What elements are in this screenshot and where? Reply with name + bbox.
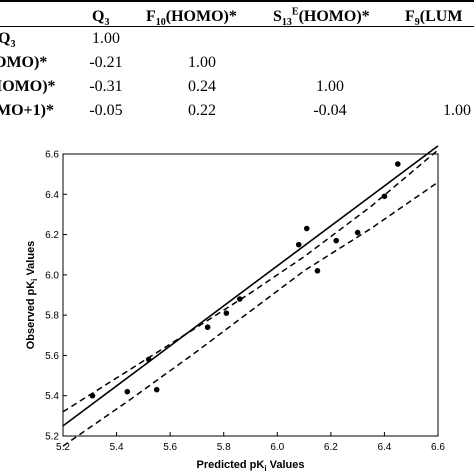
y-tick-label: 6.4	[45, 190, 59, 201]
row-label-f9-lumo1: MO+1)*	[0, 102, 54, 119]
scatter-chart-svg: 5.2 5.4 5.6 5.8 6.0 6.2 6.4 6.6 5.2 5.4 5.6 5.8 6.0 6…	[25, 145, 445, 473]
y-tick-label: 5.4	[45, 391, 59, 402]
y-axis-label: Observed pKi Values	[25, 241, 39, 350]
table-header-rule	[0, 26, 474, 27]
header-f10-homo: F10(HOMO)*	[146, 8, 237, 29]
data-point	[204, 324, 211, 331]
y-tick-label: 6.2	[45, 230, 59, 241]
table-cell: 0.24	[188, 78, 216, 95]
data-point	[145, 356, 152, 363]
fit-lines	[62, 145, 439, 447]
data-point	[303, 225, 310, 232]
data-point	[381, 193, 388, 200]
table-cell: -0.04	[313, 102, 347, 119]
data-point	[153, 386, 160, 393]
table-cell: 1.00	[188, 54, 216, 71]
correlation-table: Q3 F10(HOMO)* S13E(HOMO)* F9(LUM Q3 OMO)…	[0, 0, 474, 128]
table-cell: -0.21	[89, 54, 123, 71]
table-cell: -0.31	[89, 78, 123, 95]
row-label-q3: Q3	[0, 30, 16, 51]
header-s13e-homo: S13E(HOMO)*	[273, 6, 370, 29]
y-tick-label: 6.0	[45, 270, 59, 281]
y-tick-label: 5.6	[45, 351, 59, 362]
x-tick-label: 5.4	[110, 442, 124, 453]
x-tick-label: 5.6	[163, 442, 177, 453]
scatter-plot: 5.2 5.4 5.6 5.8 6.0 6.2 6.4 6.6 5.2 5.4 5.6 5.8 6.0 6…	[0, 140, 474, 474]
x-tick-label: 6.6	[431, 442, 445, 453]
x-tick-label: 6.4	[377, 442, 391, 453]
data-point	[223, 310, 230, 316]
data-point	[89, 392, 96, 399]
row-label-s13e-homo: IOMO)*	[0, 78, 56, 95]
row-label-f10-homo: OMO)*	[0, 54, 48, 71]
x-tick-label: 5.2	[56, 442, 70, 453]
table-cell: 0.22	[188, 102, 216, 119]
y-tick-label: 5.8	[45, 311, 59, 322]
table-cell: 1.00	[316, 78, 344, 95]
x-tick-label: 6.2	[324, 442, 338, 453]
x-axis-label: Predicted pKi Values	[196, 459, 304, 473]
axis-ticks: 5.2 5.4 5.6 5.8 6.0 6.2 6.4 6.6 5.2 5.4 5.6 5.8 6.0 6…	[45, 150, 445, 454]
confidence-upper-line	[62, 149, 439, 413]
data-point	[295, 241, 302, 248]
header-f9-lumo: F9(LUM	[405, 8, 463, 29]
data-points	[89, 161, 401, 399]
data-point	[314, 268, 321, 274]
plot-frame	[62, 153, 439, 437]
table-cell: -0.05	[89, 102, 123, 119]
data-point	[354, 229, 361, 236]
y-tick-label: 5.2	[45, 432, 59, 443]
regression-line	[62, 145, 439, 427]
confidence-lower-line	[62, 181, 439, 447]
x-tick-label: 5.8	[217, 442, 231, 453]
x-tick-label: 6.0	[270, 442, 284, 453]
table-top-rule	[0, 0, 474, 2]
data-point	[124, 388, 131, 395]
data-point	[236, 296, 243, 302]
table-cell: 1.00	[92, 30, 120, 47]
y-tick-label: 6.6	[45, 150, 59, 161]
header-q3: Q3	[92, 8, 110, 29]
data-point	[333, 237, 340, 244]
data-point	[395, 161, 401, 167]
table-cell: 1.00	[443, 102, 471, 119]
